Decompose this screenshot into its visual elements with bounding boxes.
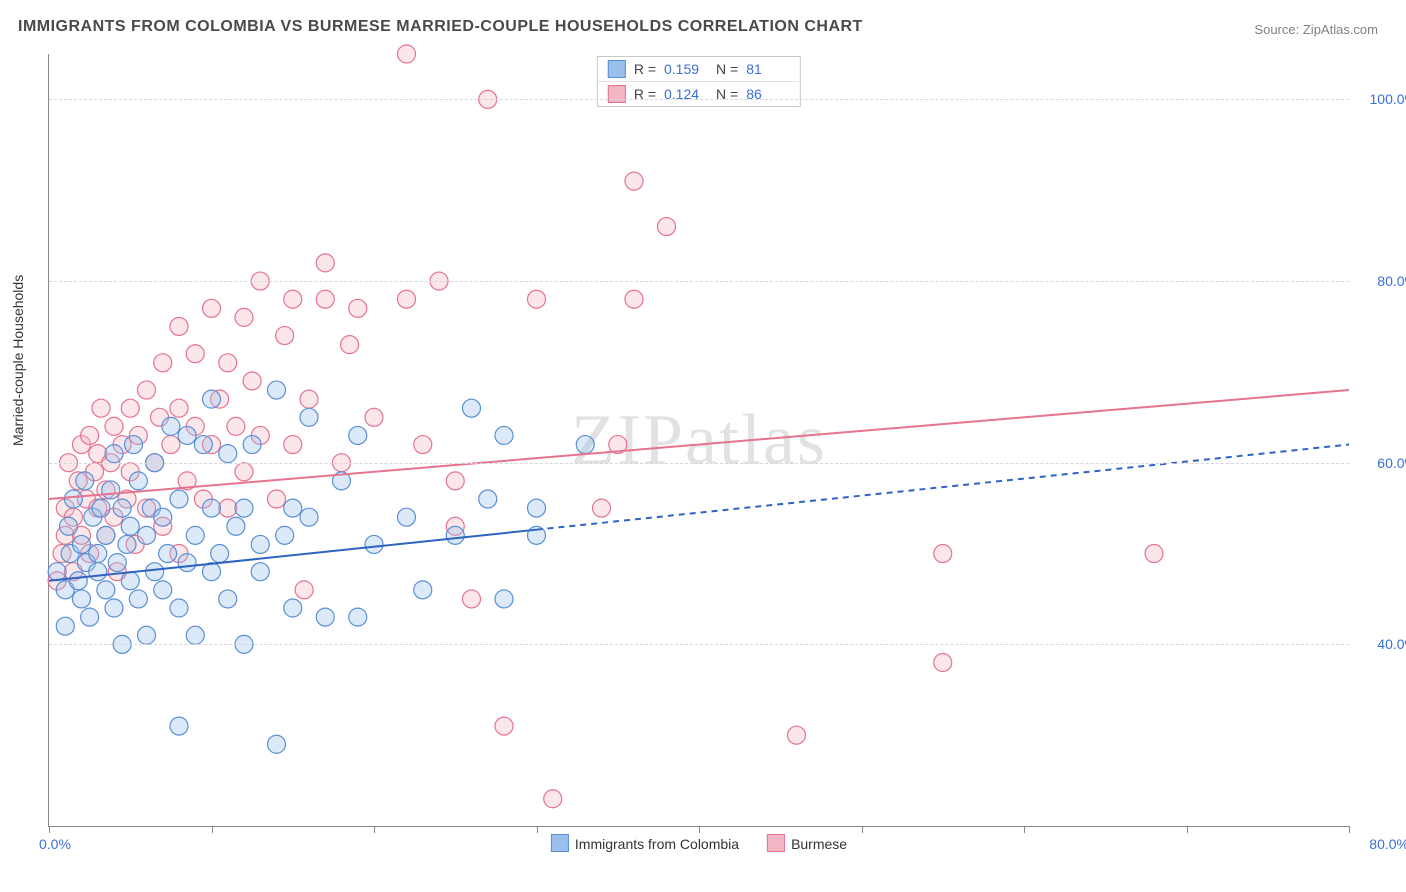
legend-n-label: N = bbox=[716, 61, 738, 77]
legend-n-value-colombia: 81 bbox=[746, 61, 790, 77]
gridline-y bbox=[49, 99, 1349, 100]
legend-item-burmese: Burmese bbox=[767, 834, 847, 852]
source-label: Source: bbox=[1254, 22, 1299, 37]
source-value: ZipAtlas.com bbox=[1303, 22, 1378, 37]
gridline-y bbox=[49, 463, 1349, 464]
x-tick-mark bbox=[1024, 826, 1025, 833]
x-tick-max: 80.0% bbox=[1369, 836, 1406, 852]
chart-container: IMMIGRANTS FROM COLOMBIA VS BURMESE MARR… bbox=[0, 0, 1406, 892]
legend-label-colombia: Immigrants from Colombia bbox=[575, 836, 739, 852]
legend-swatch-colombia-bottom bbox=[551, 834, 569, 852]
x-tick-mark bbox=[374, 826, 375, 833]
chart-title: IMMIGRANTS FROM COLOMBIA VS BURMESE MARR… bbox=[18, 18, 863, 36]
y-tick-label: 40.0% bbox=[1357, 636, 1406, 652]
source-attribution: Source: ZipAtlas.com bbox=[1254, 22, 1378, 37]
gridline-y bbox=[49, 644, 1349, 645]
x-tick-mark bbox=[1187, 826, 1188, 833]
x-tick-mark bbox=[49, 826, 50, 833]
x-tick-mark bbox=[212, 826, 213, 833]
y-tick-label: 80.0% bbox=[1357, 273, 1406, 289]
x-tick-mark bbox=[862, 826, 863, 833]
legend-item-colombia: Immigrants from Colombia bbox=[551, 834, 739, 852]
gridline-y bbox=[49, 281, 1349, 282]
legend-swatch-colombia bbox=[608, 60, 626, 78]
legend-label-burmese: Burmese bbox=[791, 836, 847, 852]
legend-r-label: R = bbox=[634, 61, 656, 77]
y-axis-label: Married-couple Households bbox=[10, 275, 26, 446]
scatter-svg bbox=[49, 54, 1349, 826]
x-tick-mark bbox=[699, 826, 700, 833]
series-legend: Immigrants from Colombia Burmese bbox=[551, 834, 847, 852]
legend-r-value-colombia: 0.159 bbox=[664, 61, 708, 77]
x-tick-mark bbox=[1349, 826, 1350, 833]
legend-row-burmese: R = 0.124 N = 86 bbox=[598, 81, 800, 106]
plot-area: ZIPatlas R = 0.159 N = 81 R = 0.124 N = … bbox=[48, 54, 1349, 827]
y-tick-label: 60.0% bbox=[1357, 455, 1406, 471]
y-tick-label: 100.0% bbox=[1357, 91, 1406, 107]
legend-swatch-burmese-bottom bbox=[767, 834, 785, 852]
legend-row-colombia: R = 0.159 N = 81 bbox=[598, 57, 800, 81]
x-tick-min: 0.0% bbox=[39, 836, 71, 852]
x-tick-mark bbox=[537, 826, 538, 833]
